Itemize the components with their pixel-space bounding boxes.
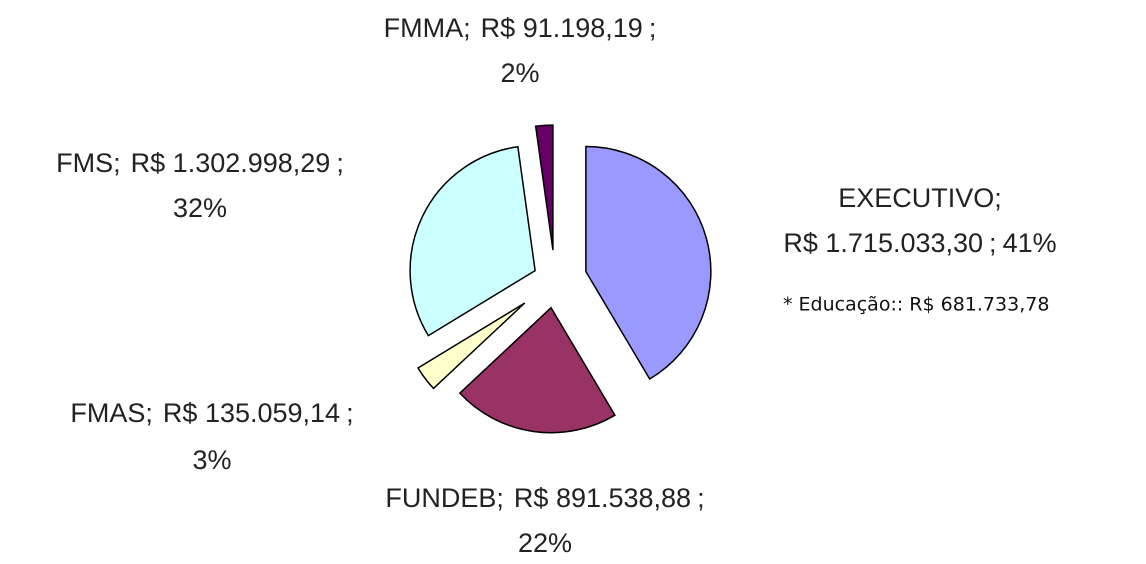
- slice-label: FMAS; R$ 135.059,14;: [70, 398, 353, 428]
- separator: ;: [113, 148, 121, 178]
- separator: ;: [994, 183, 1002, 213]
- separator: ;: [697, 483, 705, 513]
- percentage-label: 32%: [173, 193, 227, 223]
- slice-label: EXECUTIVO;: [838, 183, 1002, 213]
- separator: ;: [346, 398, 354, 428]
- slice-label: FMMA; R$ 91.198,19;: [384, 13, 657, 43]
- pie-slice: [409, 145, 536, 337]
- value-label: R$ 1.302.998,29: [131, 148, 331, 178]
- separator: ;: [496, 483, 504, 513]
- value-label: R$ 135.059,14: [163, 398, 340, 428]
- separator: ;: [336, 148, 344, 178]
- slice-label: 32%: [173, 193, 227, 223]
- pie-slice: [534, 124, 554, 251]
- slice-label: 3%: [192, 445, 231, 475]
- value-label: R$ 891.538,88: [514, 483, 691, 513]
- category-name: FMMA: [384, 13, 463, 43]
- annotation: * Educação:: R$ 681.733,78: [783, 294, 1049, 316]
- percentage-label: 41%: [1003, 228, 1057, 258]
- pie-slice: [585, 145, 712, 381]
- slice-label: FUNDEB; R$ 891.538,88;: [385, 483, 704, 513]
- percentage-label: 2%: [500, 58, 539, 88]
- separator: ;: [463, 13, 471, 43]
- slice-label: 22%: [518, 528, 572, 558]
- category-name: FMAS: [70, 398, 145, 428]
- separator: ;: [145, 398, 153, 428]
- slice-label: 2%: [500, 58, 539, 88]
- pie-slice: [458, 306, 616, 434]
- value-label: R$ 91.198,19: [481, 13, 643, 43]
- category-name: FMS: [56, 148, 113, 178]
- value-label: R$ 1.715.033,30: [783, 228, 983, 258]
- percentage-label: 22%: [518, 528, 572, 558]
- category-name: EXECUTIVO: [838, 183, 994, 213]
- slice-label: FMS; R$ 1.302.998,29;: [56, 148, 344, 178]
- pie-slice: [416, 302, 526, 390]
- slice-label: R$ 1.715.033,30; 41%: [783, 228, 1056, 258]
- percentage-label: 3%: [192, 445, 231, 475]
- separator: ;: [649, 13, 657, 43]
- category-name: FUNDEB: [385, 483, 496, 513]
- separator: ;: [989, 228, 997, 258]
